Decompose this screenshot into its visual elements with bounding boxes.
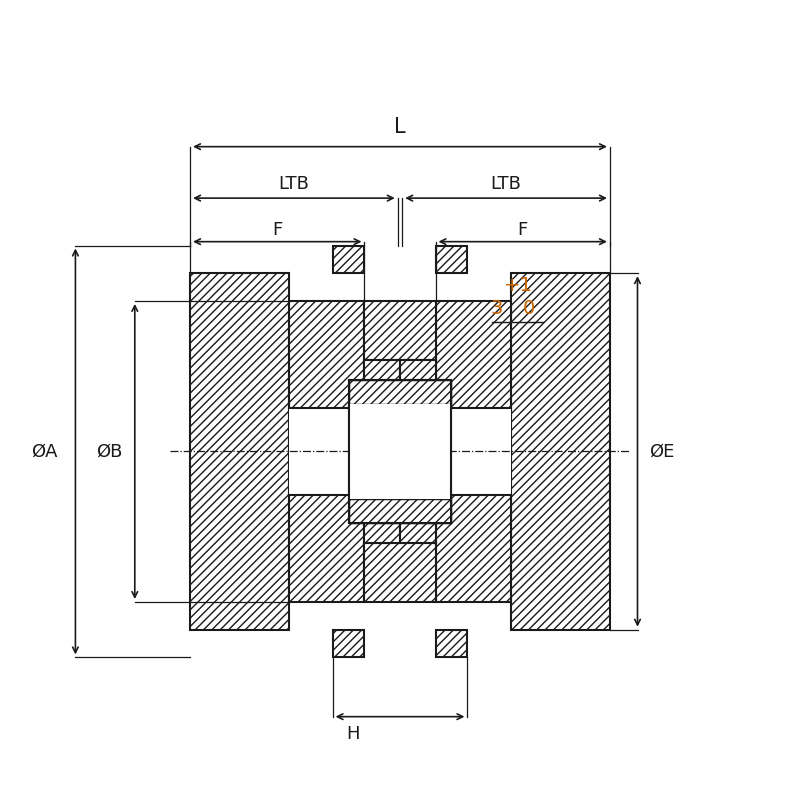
Bar bbox=[511, 274, 610, 630]
Bar bbox=[349, 380, 451, 522]
Bar bbox=[364, 301, 436, 361]
Text: ØB: ØB bbox=[97, 442, 123, 461]
Text: H: H bbox=[346, 725, 359, 743]
Bar bbox=[349, 380, 451, 404]
Text: LTB: LTB bbox=[278, 175, 310, 193]
Text: LTB: LTB bbox=[490, 175, 522, 193]
Bar bbox=[333, 246, 364, 274]
Text: +1: +1 bbox=[504, 276, 533, 294]
Bar bbox=[364, 361, 400, 542]
Bar bbox=[349, 380, 451, 522]
Text: ØA: ØA bbox=[31, 442, 58, 461]
Text: L: L bbox=[394, 117, 406, 137]
Bar bbox=[400, 361, 436, 542]
Bar bbox=[436, 301, 511, 602]
Bar bbox=[349, 499, 451, 522]
Text: 3: 3 bbox=[490, 299, 502, 318]
Bar bbox=[436, 246, 467, 274]
Text: 0: 0 bbox=[523, 299, 535, 318]
Bar bbox=[289, 408, 364, 495]
Bar bbox=[436, 408, 511, 495]
Bar bbox=[289, 301, 364, 602]
Text: ØE: ØE bbox=[650, 442, 674, 461]
Bar bbox=[364, 542, 436, 602]
Bar bbox=[349, 404, 451, 499]
Bar bbox=[190, 274, 289, 630]
Bar bbox=[333, 630, 364, 658]
Text: F: F bbox=[518, 221, 528, 238]
Bar bbox=[436, 630, 467, 658]
Text: F: F bbox=[272, 221, 282, 238]
